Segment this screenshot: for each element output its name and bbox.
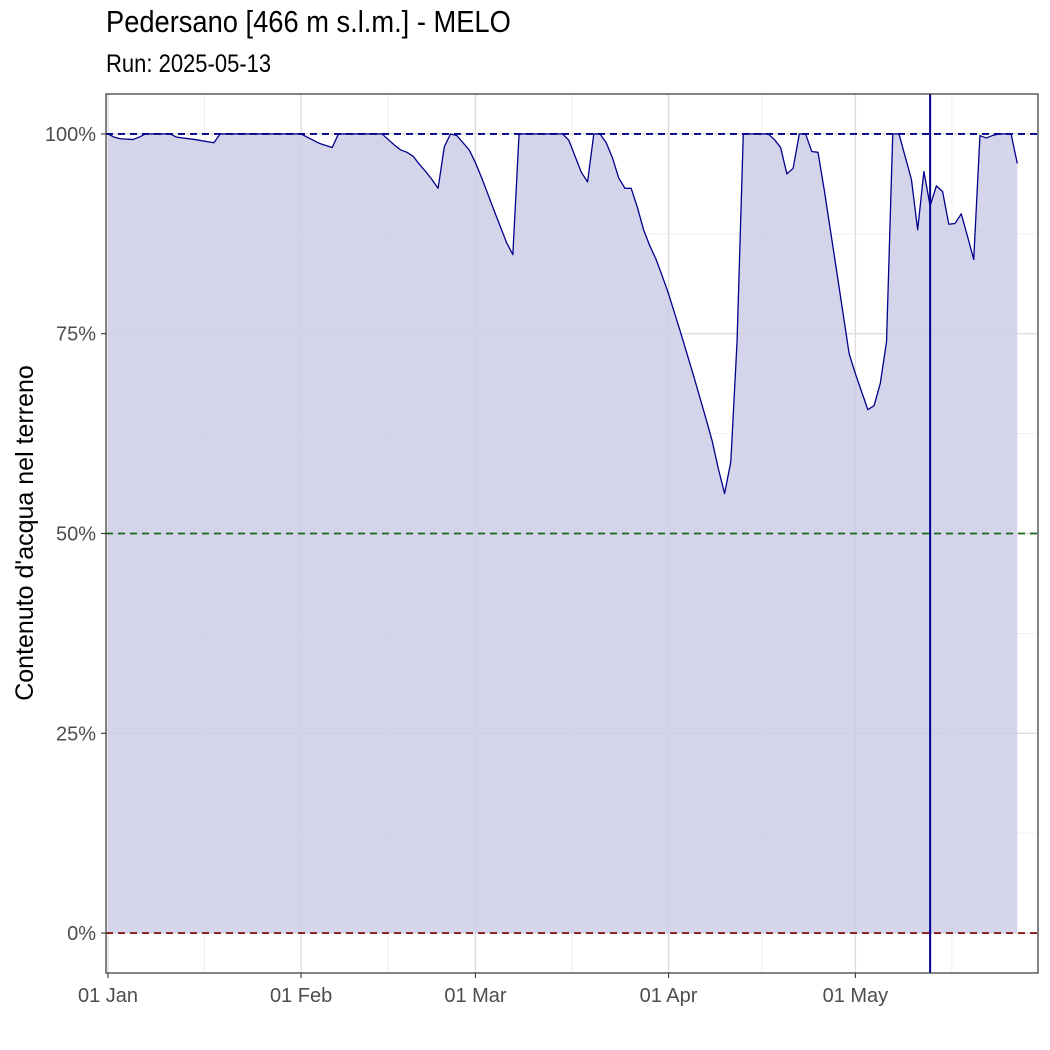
reference-lines — [106, 94, 1038, 973]
x-tick-label: 01 Apr — [640, 985, 698, 1007]
chart-title: Pedersano [466 m s.l.m.] - MELO — [106, 4, 511, 39]
x-tick-label: 01 Jan — [78, 985, 138, 1007]
series-line — [107, 133, 1018, 495]
y-tick-label: 75% — [56, 324, 96, 346]
x-tick-label: 01 Mar — [444, 985, 507, 1007]
y-tick-label: 25% — [56, 723, 96, 745]
x-tick-label: 01 Feb — [270, 985, 332, 1007]
y-tick-label: 50% — [56, 524, 96, 546]
y-tick-label: 100% — [45, 124, 96, 146]
y-tick-label: 0% — [67, 923, 96, 945]
axis-layer: 0% 25% 50% 75% 100% 01 Jan 01 Feb 01 Mar 01 Apr 0… — [45, 124, 888, 1007]
x-tick-label: 01 May — [823, 985, 889, 1007]
chart-subtitle: Run: 2025-05-13 — [106, 50, 272, 78]
y-axis-title: Contenuto d'acqua nel terreno — [11, 365, 39, 701]
